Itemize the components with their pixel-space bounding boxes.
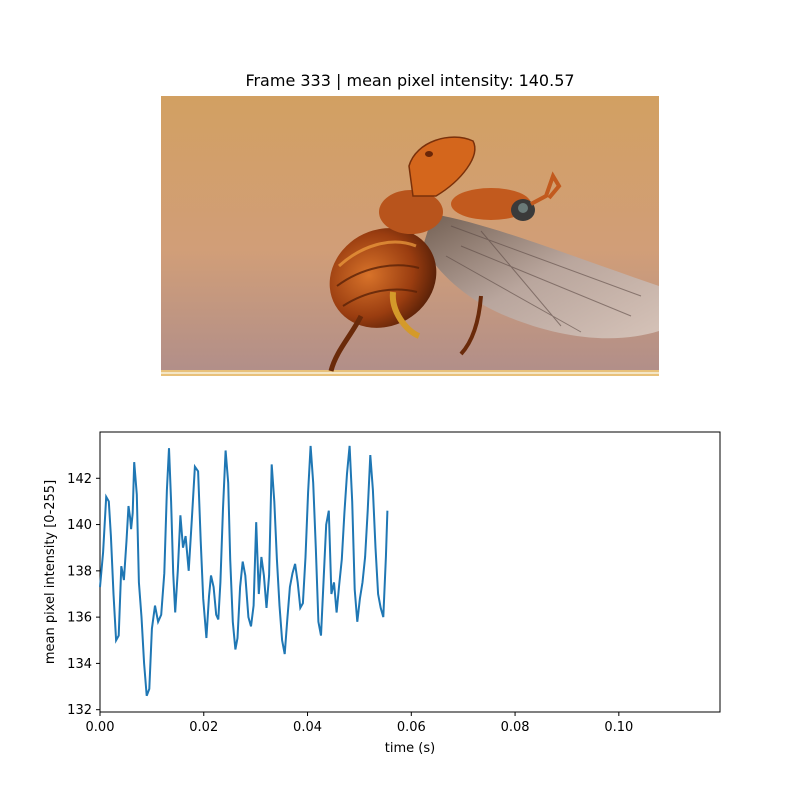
x-tick-label: 0.10 [604,720,633,735]
x-axis-ticks: 0.00 0.02 0.04 0.06 0.08 0.10 [86,712,633,735]
y-tick-label: 136 [67,611,92,626]
x-tick-label: 0.04 [293,720,322,735]
y-tick-label: 134 [67,657,92,672]
plot-area [99,431,721,713]
frame-title: Frame 333 | mean pixel intensity: 140.57 [245,71,575,90]
x-tick-label: 0.02 [189,720,218,735]
flying-beetle-photo [161,96,659,376]
x-tick-label: 0.08 [501,720,530,735]
y-tick-label: 132 [67,703,92,718]
y-tick-label: 138 [67,564,92,579]
x-tick-label: 0.06 [397,720,426,735]
series-line [99,445,389,697]
y-tick-label: 140 [67,518,92,533]
x-axis-label: time (s) [385,741,435,756]
y-tick-label: 142 [67,472,92,487]
y-axis-ticks: 132 134 136 138 140 142 [67,472,100,718]
y-axis-label: mean pixel intensity [0-255] [43,480,58,664]
x-tick-label: 0.00 [86,720,115,735]
